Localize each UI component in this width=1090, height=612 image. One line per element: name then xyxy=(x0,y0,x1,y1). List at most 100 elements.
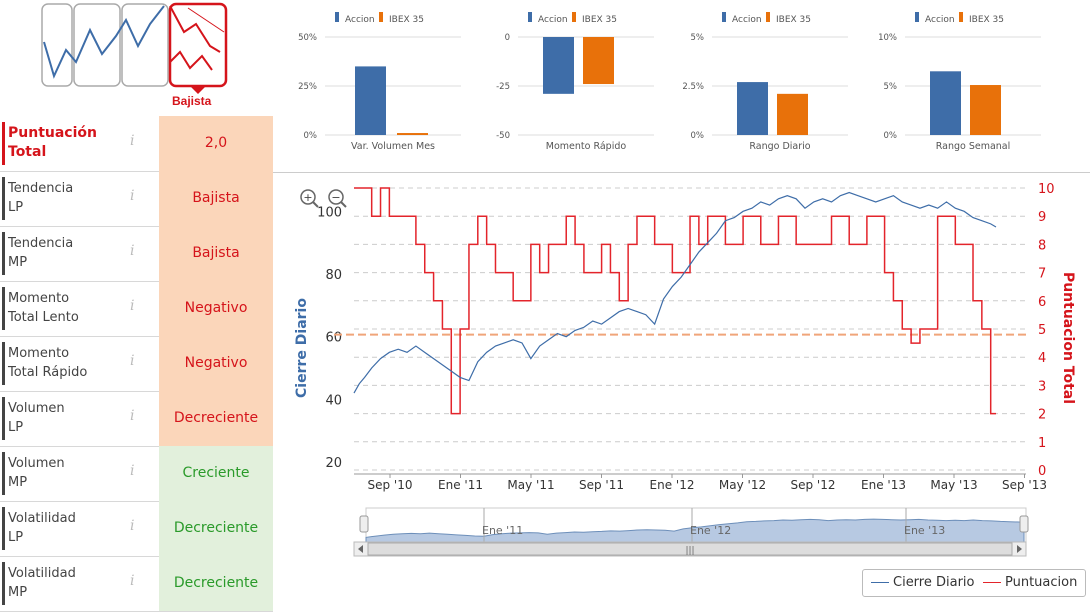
y-tick-label: 50% xyxy=(298,33,317,43)
y-tick-label: 5% xyxy=(884,82,898,92)
y2-tick-label: 7 xyxy=(1038,267,1046,282)
y2-axis-title: Puntuacion Total xyxy=(1060,272,1076,404)
y2-tick-label: 9 xyxy=(1038,210,1046,225)
mini-chart-title: Var. Volumen Mes xyxy=(351,141,435,152)
info-icon[interactable]: i xyxy=(130,133,135,149)
legend-ibex-swatch xyxy=(959,12,963,22)
navigator-left-handle[interactable] xyxy=(359,515,369,533)
info-icon[interactable]: i xyxy=(130,298,135,314)
zoom-in-icon[interactable]: + xyxy=(300,189,319,208)
mini-chart-title: Rango Semanal xyxy=(936,141,1011,152)
trend-box-3 xyxy=(121,3,169,87)
row-marker xyxy=(2,232,5,275)
row-value: Decreciente xyxy=(159,556,273,611)
legend-accion-label: Accion xyxy=(732,15,762,25)
main-chart[interactable]: 0 1 2 3 4 5 6 7 8 9 10 20 40 60 80 100 Sep '10 Ene '11 May… xyxy=(288,178,1088,568)
row-marker xyxy=(2,342,5,385)
bar-ibex[interactable] xyxy=(777,93,808,135)
navigator-right-handle[interactable] xyxy=(1019,515,1029,533)
row-marker xyxy=(2,507,5,550)
indicator-row: Volatilidad LP i Decreciente xyxy=(0,501,273,557)
x-tick-label: Sep '13 xyxy=(1002,478,1047,492)
legend-ibex-label: IBEX 35 xyxy=(582,15,617,25)
legend-ibex-swatch xyxy=(572,12,576,22)
y2-tick-label: 3 xyxy=(1038,379,1046,394)
trend-pointer-icon xyxy=(190,86,206,94)
info-icon[interactable]: i xyxy=(130,573,135,589)
chart-legend: Cierre Diario Puntuacion xyxy=(862,569,1086,597)
trend-down-line xyxy=(169,5,221,53)
bar-accion[interactable] xyxy=(930,71,961,135)
zoom-out-icon[interactable]: − xyxy=(328,189,347,208)
info-icon[interactable]: i xyxy=(130,243,135,259)
row-label: Momento Total Lento xyxy=(8,291,79,325)
info-icon[interactable]: i xyxy=(130,518,135,534)
info-icon[interactable]: i xyxy=(130,408,135,424)
legend-ibex-swatch xyxy=(379,12,383,22)
y2-tick-label: 8 xyxy=(1038,238,1046,253)
legend-accion-swatch xyxy=(915,12,919,22)
legend-accion-label: Accion xyxy=(925,15,955,25)
info-icon[interactable]: i xyxy=(130,463,135,479)
row-marker xyxy=(2,122,5,165)
indicator-row: Volumen MP i Creciente xyxy=(0,446,273,502)
legend-cierre-label: Cierre Diario xyxy=(893,575,975,590)
y-tick-label: 2.5% xyxy=(682,82,704,92)
indicator-row: Momento Total Rápido i Negativo xyxy=(0,336,273,392)
range-navigator[interactable]: Ene '11 Ene '12 Ene '13 xyxy=(359,507,1029,543)
y-tick-label: 20 xyxy=(325,456,342,471)
info-icon[interactable]: i xyxy=(130,353,135,369)
legend-puntuacion[interactable]: Puntuacion xyxy=(983,575,1077,590)
scrollbar-grip: ||| xyxy=(685,546,694,556)
legend-accion-label: Accion xyxy=(538,15,568,25)
row-marker xyxy=(2,397,5,440)
price-series-line[interactable] xyxy=(353,191,997,394)
scroll-left-icon[interactable] xyxy=(358,545,363,553)
indicator-row: Momento Total Lento i Negativo xyxy=(0,281,273,337)
bar-ibex[interactable] xyxy=(397,133,428,135)
bar-accion[interactable] xyxy=(355,66,386,135)
y2-tick-label: 4 xyxy=(1038,351,1046,366)
score-series-line[interactable] xyxy=(354,187,996,415)
row-label: Volumen LP xyxy=(8,401,65,435)
y-tick-label: 40 xyxy=(325,393,342,408)
x-tick-label: Sep '10 xyxy=(368,478,413,492)
x-tick-label: May '11 xyxy=(507,478,554,492)
bar-accion[interactable] xyxy=(737,82,768,135)
y-tick-label: 80 xyxy=(325,268,342,283)
row-marker xyxy=(2,562,5,605)
indicator-row: Puntuación Total i 2,0 xyxy=(0,116,273,172)
indicator-row: Tendencia MP i Bajista xyxy=(0,226,273,282)
legend-accion-swatch xyxy=(335,12,339,22)
legend-puntuacion-label: Puntuacion xyxy=(1005,575,1078,590)
bar-ibex[interactable] xyxy=(970,85,1001,135)
y-tick-label: 0% xyxy=(304,131,318,141)
zoom-out-glyph: − xyxy=(331,191,340,204)
zoom-in-glyph: + xyxy=(303,191,312,204)
y-tick-label: 25% xyxy=(298,82,317,92)
row-marker xyxy=(2,177,5,220)
y-tick-label: 5% xyxy=(691,33,705,43)
y-axis-title: Cierre Diario xyxy=(294,298,310,398)
bar-accion[interactable] xyxy=(543,37,574,94)
y2-tick-label: 1 xyxy=(1038,436,1046,451)
navigator-label: Ene '12 xyxy=(690,524,731,537)
row-value: Bajista xyxy=(159,171,273,226)
row-value: Decreciente xyxy=(159,391,273,446)
x-tick-label: Ene '11 xyxy=(438,478,483,492)
scrollbar[interactable]: ||| xyxy=(353,541,1027,557)
y-tick-label: -25 xyxy=(496,82,510,92)
legend-ibex-label: IBEX 35 xyxy=(969,15,1004,25)
trend-label: Bajista xyxy=(172,94,212,108)
row-label: Tendencia MP xyxy=(8,236,74,270)
info-icon[interactable]: i xyxy=(130,188,135,204)
y-tick-label: -50 xyxy=(496,131,510,141)
y2-tick-label: 5 xyxy=(1038,323,1046,338)
indicator-row: Volatilidad MP i Decreciente xyxy=(0,556,273,612)
scroll-right-icon[interactable] xyxy=(1017,545,1022,553)
legend-cierre[interactable]: Cierre Diario xyxy=(871,575,975,590)
row-label: Volumen MP xyxy=(8,456,65,490)
legend-accion-swatch xyxy=(528,12,532,22)
trend-box-selected xyxy=(168,2,228,88)
bar-ibex[interactable] xyxy=(583,37,614,85)
